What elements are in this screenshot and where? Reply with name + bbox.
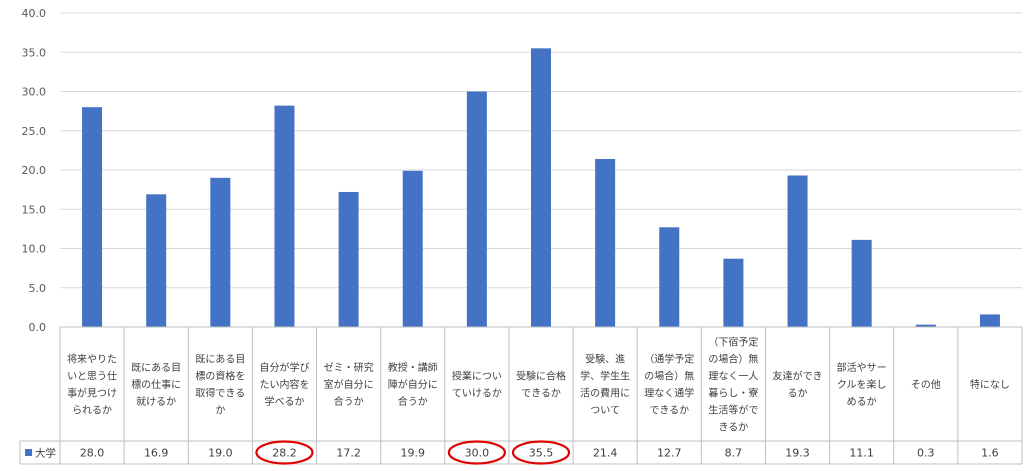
bar — [979, 314, 1000, 327]
y-tick-label: 25.0 — [22, 125, 47, 138]
data-table-value: 8.7 — [725, 447, 743, 460]
y-tick-label: 20.0 — [22, 164, 47, 177]
bar — [595, 159, 616, 327]
category-label: （下宿予定の場合）無理なく一人暮らし・寮生活等ができるか — [708, 336, 758, 434]
bar — [659, 227, 680, 327]
data-table-value: 19.3 — [785, 447, 810, 460]
y-tick-label: 40.0 — [22, 7, 47, 20]
data-table-value: 11.1 — [849, 447, 874, 460]
data-table-value: 19.9 — [400, 447, 425, 460]
data-table-value: 28.2 — [272, 447, 297, 460]
y-tick-label: 30.0 — [22, 86, 47, 99]
highlight-circle — [511, 440, 571, 465]
category-label: 既にある目標の資格を取得できるか — [195, 354, 245, 417]
y-tick-label: 10.0 — [22, 243, 47, 256]
y-tick-label: 15.0 — [22, 203, 47, 216]
category-label: 受験、進学、学生生活の費用について — [580, 353, 630, 417]
category-label: 授業についていけるか — [452, 370, 502, 400]
category-label: 部活やサークルを楽しめるか — [837, 361, 887, 408]
category-label: その他 — [911, 378, 941, 391]
data-table-value: 28.0 — [80, 447, 105, 460]
bar — [466, 91, 487, 327]
data-table-value: 0.3 — [917, 447, 935, 460]
data-table-value: 17.2 — [336, 447, 361, 460]
bar — [723, 258, 744, 327]
bar — [210, 177, 231, 327]
bar — [402, 170, 423, 327]
category-label: 既にある目標の仕事に就けるか — [131, 362, 181, 408]
bar — [146, 194, 167, 327]
data-table-value: 1.6 — [981, 447, 999, 460]
category-label: 教授・講師陣が自分に合うか — [388, 361, 438, 408]
bar — [787, 175, 808, 327]
bar — [82, 107, 103, 327]
category-label: 受験に合格できるか — [516, 370, 566, 400]
highlight-circle — [447, 440, 506, 465]
data-table-value: 19.0 — [208, 447, 233, 460]
data-table-value: 30.0 — [465, 447, 490, 460]
highlight-circle — [255, 440, 314, 465]
data-table-value: 21.4 — [593, 447, 618, 460]
bar — [915, 324, 936, 327]
category-label: 特になし — [970, 379, 1010, 391]
legend-label: 大学 — [35, 447, 56, 460]
category-label: （通学予定の場合）無理なく通学できるか — [644, 353, 694, 417]
y-tick-label: 0.0 — [29, 321, 47, 334]
data-table-value: 16.9 — [144, 447, 169, 460]
bar — [274, 105, 295, 327]
bar — [531, 48, 551, 327]
y-tick-label: 5.0 — [29, 282, 47, 295]
category-label: 友達ができるか — [773, 370, 823, 400]
bar — [338, 191, 359, 327]
data-table-value: 35.5 — [529, 447, 554, 460]
y-tick-label: 35.0 — [22, 46, 47, 59]
legend-swatch — [25, 449, 32, 456]
category-label: 自分が学びたい内容を学べるか — [259, 361, 309, 408]
category-label: ゼミ・研究室が自分に合うか — [324, 361, 374, 408]
data-table-value: 12.7 — [657, 447, 682, 460]
category-label: 将来やりたいと思う仕事が見つけられるか — [67, 354, 117, 417]
bar — [851, 239, 872, 327]
